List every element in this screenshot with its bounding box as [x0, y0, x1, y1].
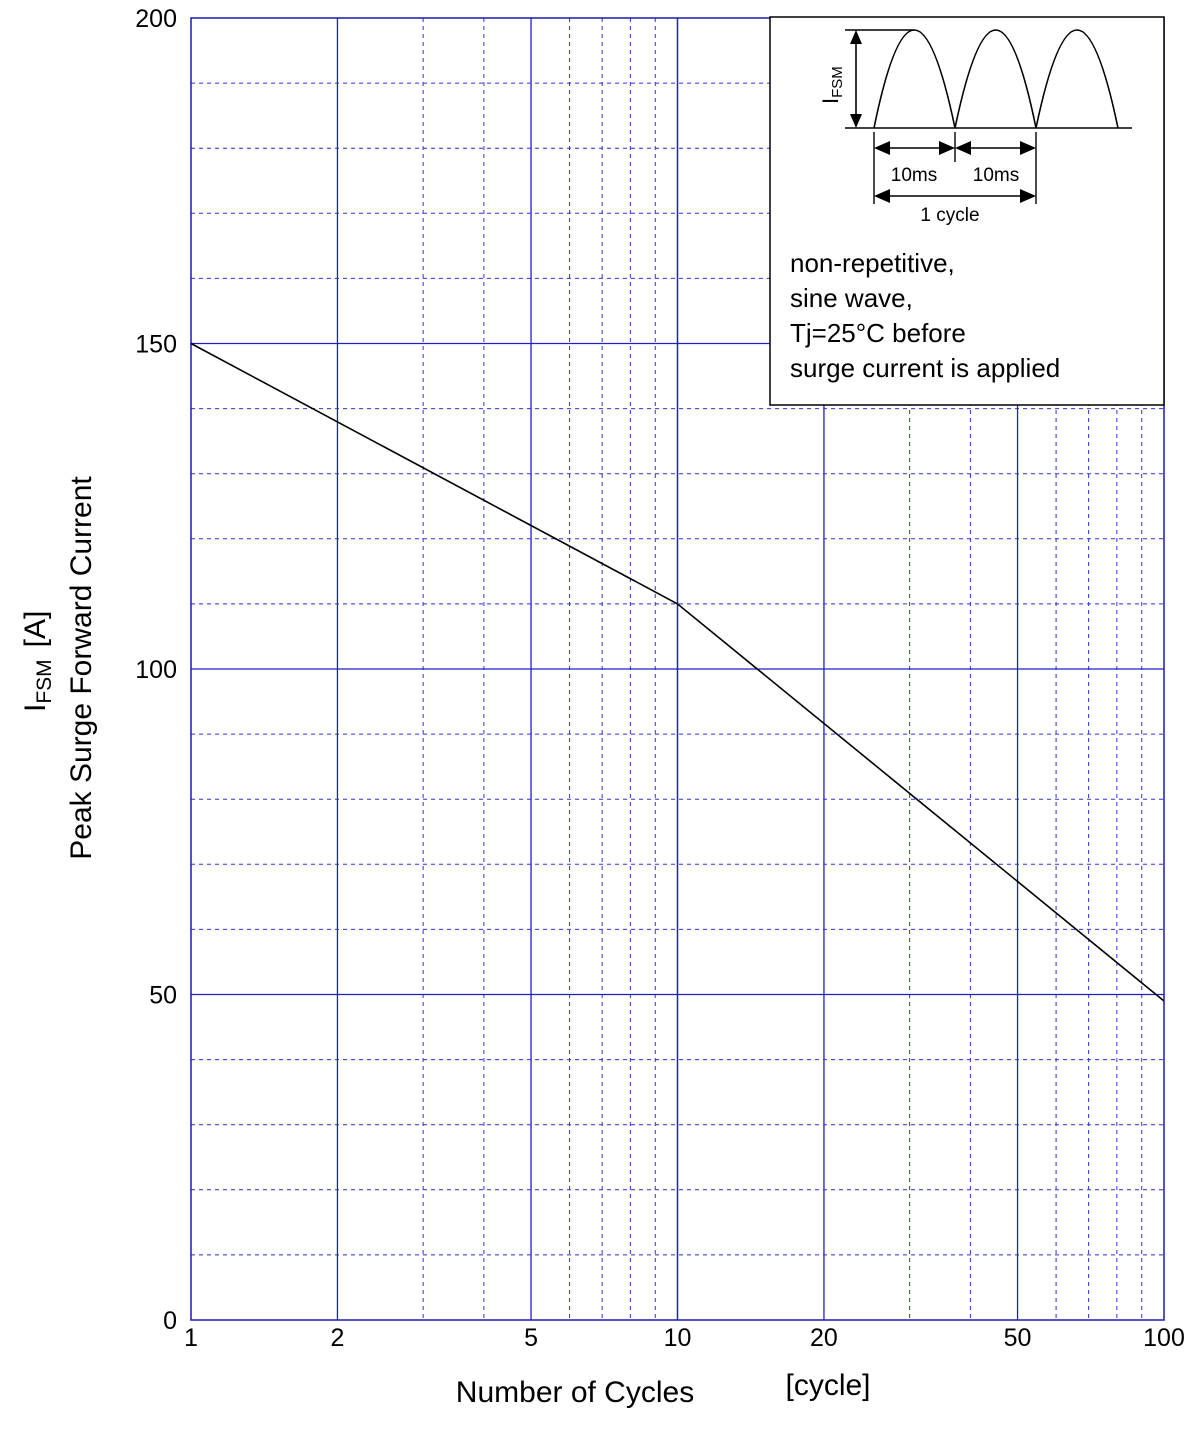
y-tick-label: 150 [135, 331, 177, 359]
x-tick-label: 20 [810, 1324, 838, 1352]
inset-note: sine wave, [790, 283, 913, 313]
x-tick-labels: 1 2 5 10 20 50 100 [184, 1324, 1185, 1352]
inset-arrowhead [939, 141, 955, 155]
inset-note: Tj=25°C before [790, 318, 966, 348]
inset-note: surge current is applied [790, 353, 1060, 383]
y-axis-title: Peak Surge Forward Current [65, 476, 98, 860]
inset-arrowhead [850, 30, 862, 44]
inset-half-cycle-label-2: 10ms [973, 165, 1019, 186]
x-axis-title: Number of Cycles [456, 1376, 694, 1409]
inset-arrowhead [850, 114, 862, 128]
inset-arrowhead [874, 189, 890, 203]
y-axis-symbol: IFSM[A] [19, 611, 56, 712]
y-tick-label: 100 [135, 656, 177, 684]
x-tick-label: 5 [524, 1324, 538, 1352]
x-tick-label: 50 [1004, 1324, 1032, 1352]
x-tick-label: 1 [184, 1324, 198, 1352]
inset-half-cycle-label-1: 10ms [891, 165, 937, 186]
plot-frame [190, 17, 1165, 1321]
y-tick-labels: 0 50 100 150 200 [135, 5, 177, 1335]
y-tick-label: 0 [163, 1307, 177, 1335]
x-axis-unit: [cycle] [785, 1369, 870, 1402]
x-tick-label: 100 [1143, 1324, 1185, 1352]
y-tick-label: 200 [135, 5, 177, 33]
inset-arrowhead [1020, 141, 1036, 155]
x-tick-label: 10 [664, 1324, 692, 1352]
inset-arrowhead [955, 141, 971, 155]
inset-cycle-label: 1 cycle [920, 205, 979, 226]
inset-note: non-repetitive, [790, 248, 955, 278]
inset-ifsm-label: IFSM [818, 66, 846, 104]
inset-arrowhead [1020, 189, 1036, 203]
series-line [190, 342, 1165, 1002]
inset-sine-wave [873, 29, 1119, 129]
x-tick-label: 2 [330, 1324, 344, 1352]
y-tick-label: 50 [149, 982, 177, 1010]
inset-box: IFSM 10ms 10ms 1 cycle non-repetitive, s… [769, 16, 1165, 406]
inset-arrowhead [874, 141, 890, 155]
